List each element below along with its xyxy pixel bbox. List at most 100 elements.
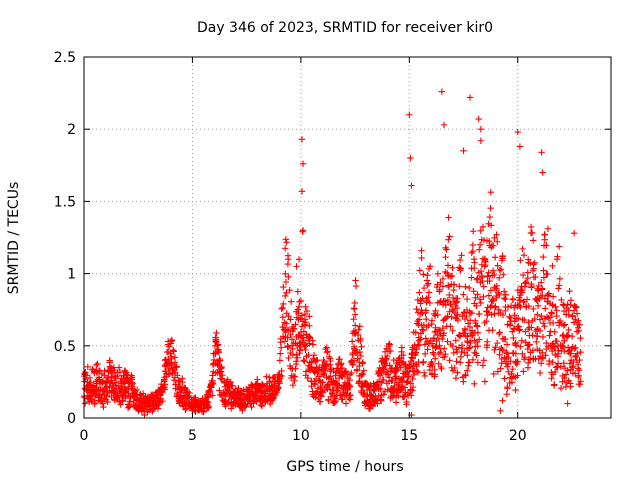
data-point (553, 255, 561, 263)
data-point (549, 293, 557, 300)
data-point (128, 379, 136, 386)
data-point (461, 315, 469, 323)
data-point (462, 372, 469, 379)
data-point (284, 334, 291, 341)
data-point (380, 376, 387, 384)
data-point (398, 383, 406, 390)
data-point (447, 273, 454, 280)
data-point (507, 358, 514, 365)
x-axis-label: GPS time / hours (286, 459, 403, 475)
data-point (394, 366, 401, 374)
data-point (420, 327, 427, 334)
data-point (469, 356, 477, 363)
data-point (295, 303, 303, 311)
data-point (454, 369, 461, 376)
data-point (168, 370, 176, 377)
data-point (477, 137, 485, 144)
data-point (520, 252, 528, 259)
data-point (382, 355, 390, 362)
data-point (294, 288, 302, 295)
data-point (414, 317, 421, 325)
data-point (491, 234, 498, 242)
data-point (452, 375, 460, 382)
data-point (491, 304, 499, 311)
data-point (437, 349, 444, 356)
data-point (206, 387, 213, 394)
data-point (258, 402, 266, 410)
data-point (551, 343, 559, 350)
data-point (101, 367, 108, 375)
data-point (302, 368, 310, 375)
data-point (480, 357, 488, 364)
data-point (94, 360, 101, 368)
data-point (449, 327, 456, 334)
data-point (490, 370, 497, 378)
data-point (398, 348, 405, 355)
data-point (413, 305, 420, 313)
data-point (447, 300, 455, 308)
data-point (451, 364, 458, 372)
data-point (568, 364, 576, 371)
data-point (417, 310, 425, 318)
data-point (314, 369, 321, 377)
data-point (209, 377, 216, 384)
data-point (453, 305, 461, 312)
data-point (167, 350, 174, 357)
data-point (439, 335, 446, 343)
data-point (289, 345, 296, 353)
data-point (440, 345, 448, 352)
data-point (475, 115, 482, 123)
data-point (445, 236, 452, 243)
data-point (287, 331, 294, 338)
data-point (357, 352, 365, 360)
data-point (475, 310, 483, 318)
data-point (112, 379, 120, 386)
data-point (525, 303, 533, 310)
data-point (497, 266, 505, 273)
data-point (406, 111, 413, 118)
data-point (575, 327, 582, 334)
chart-title: Day 346 of 2023, SRMTID for receiver kir… (197, 20, 493, 36)
data-point (495, 289, 503, 297)
data-point (282, 278, 290, 286)
data-point (168, 337, 176, 344)
data-point (466, 344, 474, 351)
data-point (564, 367, 571, 374)
data-point (567, 350, 574, 357)
data-point (577, 348, 584, 356)
data-point (516, 143, 524, 150)
data-point (439, 283, 447, 290)
data-point (518, 287, 526, 295)
data-point (171, 354, 179, 361)
data-point (467, 310, 474, 317)
data-point (339, 396, 346, 403)
data-point (407, 380, 414, 387)
data-point (540, 274, 548, 281)
data-point (575, 317, 582, 324)
data-point (350, 343, 358, 351)
data-point (521, 354, 528, 361)
data-point (453, 311, 461, 319)
data-point (551, 328, 558, 336)
data-point (479, 223, 487, 230)
data-point (453, 315, 460, 322)
data-point (82, 400, 89, 407)
data-point (408, 182, 415, 189)
data-point (410, 371, 418, 379)
data-point (100, 387, 107, 395)
data-point (468, 332, 476, 340)
data-point (91, 400, 98, 408)
data-point (324, 382, 331, 389)
data-point (381, 387, 389, 395)
data-point (320, 369, 328, 377)
data-point (486, 277, 493, 285)
data-point (541, 231, 548, 238)
data-point (570, 229, 578, 237)
data-point (215, 346, 222, 353)
data-point (275, 384, 282, 392)
data-point (490, 242, 497, 249)
data-point (342, 400, 350, 407)
data-point (292, 365, 299, 372)
data-point (538, 286, 546, 293)
data-point (107, 365, 115, 372)
